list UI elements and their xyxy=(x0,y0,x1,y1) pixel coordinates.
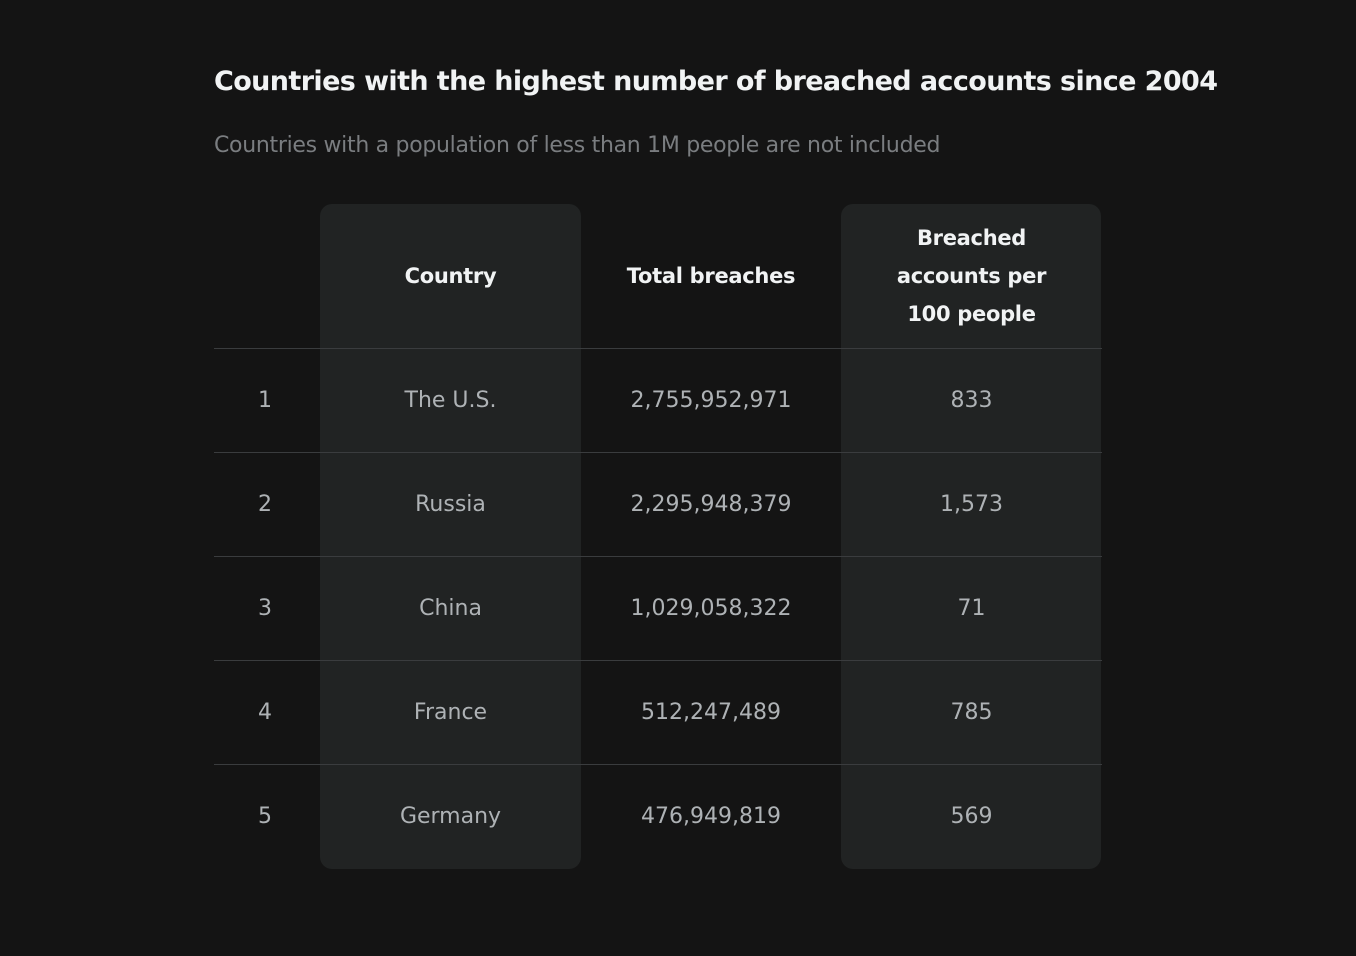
total-breaches-cell: 512,247,489 xyxy=(641,699,781,725)
rank-cell: 1 xyxy=(258,387,272,413)
per-100-cell: 569 xyxy=(950,803,993,829)
table-row: 3 China 1,029,058,322 71 xyxy=(214,556,1102,660)
per-100-cell: 833 xyxy=(950,387,993,413)
country-cell: Germany xyxy=(399,803,502,829)
total-breaches-cell: 2,755,952,971 xyxy=(630,387,792,413)
breach-table: Country Total breaches Breached accounts… xyxy=(214,204,1102,869)
table-row: 1 The U.S. 2,755,952,971 833 xyxy=(214,348,1102,452)
per-100-cell: 1,573 xyxy=(940,491,1003,517)
chart-subtitle: Countries with a population of less than… xyxy=(214,133,941,158)
country-cell: France xyxy=(413,699,488,725)
rank-cell: 5 xyxy=(258,803,272,829)
header-total-breaches: Total breaches xyxy=(626,264,796,288)
country-cell: China xyxy=(419,595,482,621)
country-column-highlight xyxy=(320,204,581,869)
table-header-row: Country Total breaches Breached accounts… xyxy=(214,204,1102,348)
total-breaches-cell: 2,295,948,379 xyxy=(630,491,792,517)
per100-column-highlight xyxy=(841,204,1101,869)
rank-cell: 4 xyxy=(258,699,272,725)
per-100-cell: 71 xyxy=(957,595,986,621)
total-breaches-cell: 476,949,819 xyxy=(641,803,781,829)
header-per-100-people: Breached accounts per 100 people xyxy=(841,204,1102,348)
table-row: 4 France 512,247,489 785 xyxy=(214,660,1102,764)
chart-title: Countries with the highest number of bre… xyxy=(214,66,1218,97)
table-row: 5 Germany 476,949,819 569 xyxy=(214,764,1102,868)
table-row: 2 Russia 2,295,948,379 1,573 xyxy=(214,452,1102,556)
total-breaches-cell: 1,029,058,322 xyxy=(630,595,792,621)
country-cell: The U.S. xyxy=(404,387,497,413)
rank-cell: 2 xyxy=(258,491,272,517)
header-per-100-label: Breached accounts per 100 people xyxy=(896,226,1047,326)
per-100-cell: 785 xyxy=(950,699,993,725)
rank-cell: 3 xyxy=(258,595,272,621)
country-cell: Russia xyxy=(415,491,486,517)
header-rank xyxy=(214,204,320,348)
header-country: Country xyxy=(404,264,497,288)
